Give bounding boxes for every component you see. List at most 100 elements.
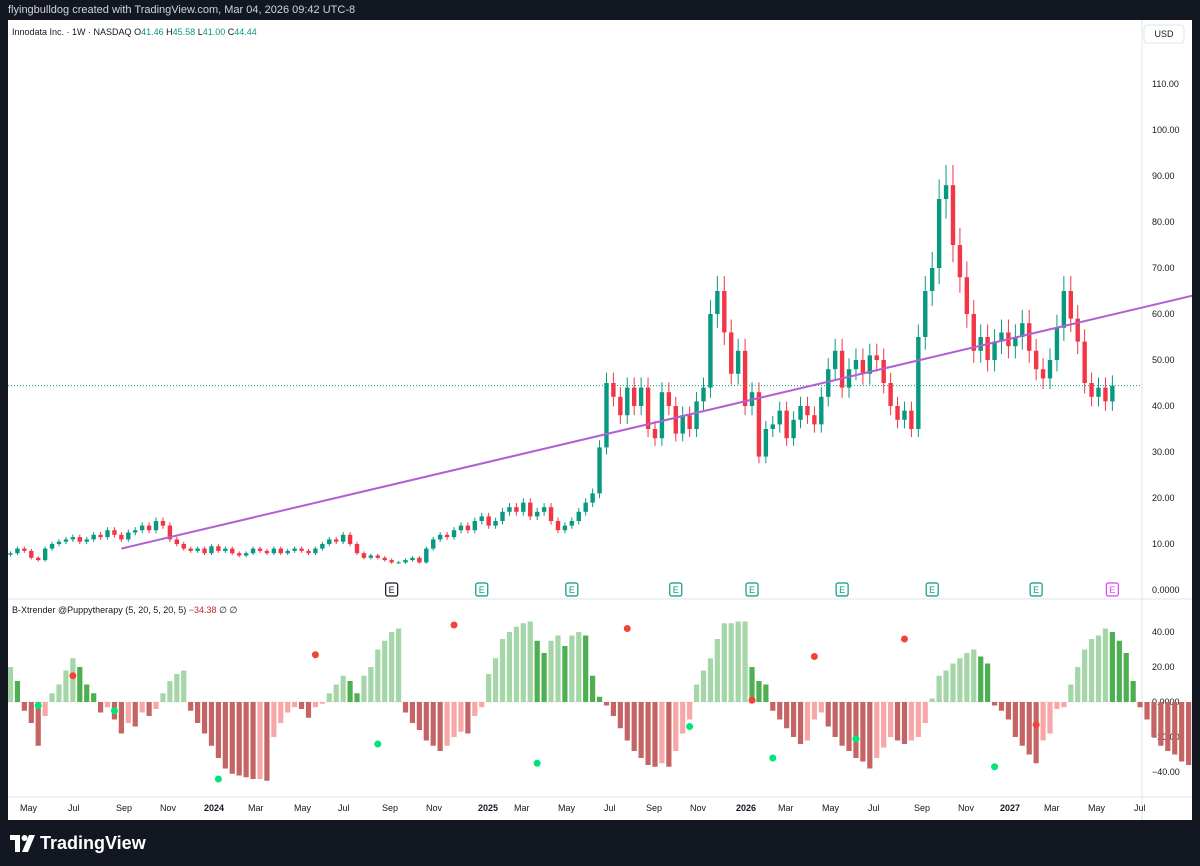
histogram-bar xyxy=(957,658,963,702)
histogram-bar xyxy=(971,649,977,702)
candle-body xyxy=(999,332,1004,342)
earnings-marker: E xyxy=(1029,582,1043,597)
candle-body xyxy=(950,185,956,245)
histogram-bar xyxy=(590,675,596,702)
histogram-bar xyxy=(1109,632,1115,702)
time-tick-label: Mar xyxy=(1044,803,1060,813)
histogram-bar xyxy=(271,702,277,737)
histogram-bar xyxy=(1033,702,1039,764)
candle-body xyxy=(458,525,464,531)
candle-body xyxy=(742,350,748,406)
indicator-params: (5, 20, 5, 20, 5) xyxy=(125,605,186,615)
histogram-bar xyxy=(333,684,339,702)
candle-body xyxy=(1082,341,1087,383)
histogram-bar xyxy=(1123,653,1129,702)
candle-body xyxy=(22,548,27,551)
histogram-bar xyxy=(915,702,921,737)
price-tick-label: 0.0000 xyxy=(1152,585,1180,595)
earnings-label: E xyxy=(569,585,575,595)
candle-body xyxy=(569,521,575,526)
histogram-bar xyxy=(1151,702,1157,737)
currency-button[interactable]: USD xyxy=(1143,24,1185,44)
price-tick-label: 70.00 xyxy=(1152,263,1175,273)
earnings-badge xyxy=(925,582,939,597)
candle-body xyxy=(604,383,609,448)
candle-body xyxy=(382,557,387,561)
histogram-bar xyxy=(894,702,901,741)
histogram-bar xyxy=(1047,702,1053,734)
histogram-bar xyxy=(756,681,762,702)
histogram-bar xyxy=(943,670,949,702)
histogram-bar xyxy=(541,653,547,702)
earnings-badge xyxy=(835,582,849,597)
histogram-bar xyxy=(208,702,215,746)
sell-signal-dot xyxy=(69,672,77,680)
earnings-badge xyxy=(565,582,579,597)
sell-signal-dot xyxy=(311,651,319,659)
candle-body xyxy=(541,507,547,512)
candle-body xyxy=(798,406,803,420)
histogram-bar xyxy=(1165,702,1171,751)
earnings-label: E xyxy=(749,585,755,595)
earnings-label: E xyxy=(479,585,485,595)
candle-body xyxy=(15,548,20,554)
candle-body xyxy=(49,544,55,549)
candle-body xyxy=(181,544,186,549)
histogram-bar xyxy=(846,702,852,751)
candle-body xyxy=(299,548,304,551)
histogram-bar xyxy=(666,702,672,767)
price-tick-label: 20.00 xyxy=(1152,493,1175,503)
candle-body xyxy=(167,525,173,540)
histogram-bar xyxy=(1040,702,1046,741)
candle-body xyxy=(548,507,554,521)
histogram-bar xyxy=(125,702,131,723)
earnings-label: E xyxy=(673,585,679,595)
candle-body xyxy=(368,555,374,558)
histogram-bar xyxy=(603,702,610,706)
instrument-name: Innodata Inc. xyxy=(12,27,64,37)
buy-signal-dot xyxy=(374,740,382,748)
histogram-bar xyxy=(201,702,208,734)
chart-svg[interactable]: 110.00 100.00 90.00 80.00 70.00 60.00 50.00 40.… xyxy=(8,20,1192,820)
histogram-bar xyxy=(901,702,908,744)
price-tick-label: 40.00 xyxy=(1152,401,1175,411)
buy-signal-dot xyxy=(533,759,541,767)
candle-body xyxy=(1047,360,1053,379)
indicator-name: B-Xtrender @Puppytherapy xyxy=(12,605,123,615)
candle-body xyxy=(812,415,817,425)
candle-body xyxy=(562,525,568,531)
candle-body xyxy=(1089,383,1094,397)
candle-body xyxy=(666,392,672,406)
candle-body xyxy=(1103,387,1108,402)
histogram-bar xyxy=(527,621,533,702)
candle-body xyxy=(479,516,484,521)
candle-body xyxy=(91,534,96,540)
indicator-tick-label: 40.00 xyxy=(1152,627,1175,637)
instrument-legend: Innodata Inc. · 1W · NASDAQ O41.46 H45.5… xyxy=(12,27,257,37)
candle-body xyxy=(146,525,152,531)
histogram-bar xyxy=(811,702,817,720)
time-tick-label: Sep xyxy=(914,803,930,813)
earnings-badge xyxy=(1029,582,1043,597)
histogram-bar xyxy=(243,702,249,778)
candle-body xyxy=(625,387,630,416)
candle-body xyxy=(860,360,866,374)
candle-body xyxy=(98,534,103,538)
histogram-bar xyxy=(423,702,429,741)
candle-body xyxy=(1020,323,1025,337)
chart-panel[interactable]: 110.00 100.00 90.00 80.00 70.00 60.00 50.00 40.… xyxy=(8,20,1192,820)
candle-body xyxy=(819,396,824,425)
histogram-bar xyxy=(458,702,464,732)
candle-body xyxy=(271,548,277,554)
earnings-badge xyxy=(745,582,759,597)
histogram-bar xyxy=(35,702,41,746)
histogram-bar xyxy=(326,693,332,702)
histogram-bar xyxy=(624,702,630,741)
earnings-marker: E xyxy=(669,582,683,597)
candle-body xyxy=(334,539,339,542)
candle-body xyxy=(1068,291,1073,319)
histogram-bar xyxy=(1012,702,1018,737)
time-tick-label: May xyxy=(1088,803,1106,813)
histogram-bar xyxy=(215,702,221,758)
tradingview-logo[interactable]: TradingView xyxy=(10,832,146,854)
